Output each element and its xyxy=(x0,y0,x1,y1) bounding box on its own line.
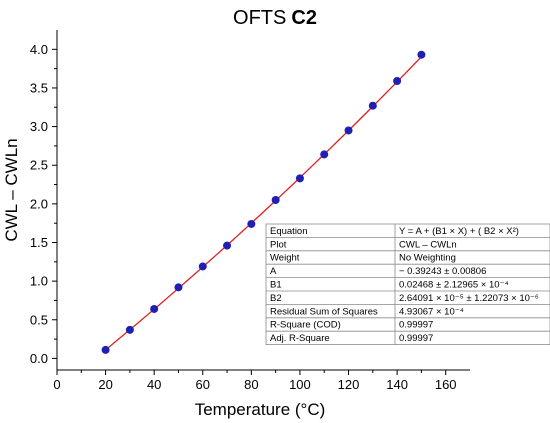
fit-table-value: − 0.39243 ± 0.00806 xyxy=(399,266,486,277)
data-point xyxy=(174,283,183,292)
data-point xyxy=(295,174,304,183)
fit-line-group xyxy=(105,56,422,351)
fit-table-label: Plot xyxy=(270,239,287,250)
y-tick-label: 0.0 xyxy=(30,351,48,366)
y-axis-label: CWL – CWLn xyxy=(2,138,21,241)
data-point xyxy=(150,304,159,313)
fit-curve xyxy=(105,56,422,351)
data-point xyxy=(223,241,232,250)
data-point xyxy=(320,150,329,159)
fit-table-label: B1 xyxy=(270,280,282,291)
data-points xyxy=(101,50,426,354)
fit-table-label: R-Square (COD) xyxy=(270,320,341,331)
y-tick-label: 1.5 xyxy=(30,235,48,250)
fit-table-value: 0.02468 ± 2.12965 × 10⁻⁴ xyxy=(399,280,509,291)
x-tick-label: 40 xyxy=(147,377,161,392)
fit-table-value: 4.93067 × 10⁻⁴ xyxy=(399,306,464,317)
fit-table-value: CWL – CWLn xyxy=(399,239,457,250)
x-tick-label: 0 xyxy=(53,377,60,392)
data-point xyxy=(368,101,377,110)
y-tick-label: 2.5 xyxy=(30,158,48,173)
fit-table-label: Equation xyxy=(270,226,308,237)
x-axis-label: Temperature (°C) xyxy=(195,400,326,419)
fit-table-label: Residual Sum of Squares xyxy=(270,306,378,317)
y-tick-label: 4.0 xyxy=(30,42,48,57)
x-tick-label: 20 xyxy=(98,377,112,392)
data-point xyxy=(344,126,353,135)
y-tick-label: 1.0 xyxy=(30,274,48,289)
x-tick-label: 80 xyxy=(244,377,258,392)
fit-table-label: Adj. R-Square xyxy=(270,333,330,344)
data-point xyxy=(417,50,426,59)
fit-table-value: No Weighting xyxy=(399,253,456,264)
x-tick-label: 100 xyxy=(289,377,311,392)
fit-table-value: 2.64091 × 10⁻⁵ ± 1.22073 × 10⁻⁶ xyxy=(399,293,539,304)
x-tick-label: 120 xyxy=(338,377,360,392)
y-tick-label: 2.0 xyxy=(30,196,48,211)
data-point xyxy=(247,219,256,228)
x-tick-label: 160 xyxy=(435,377,457,392)
fit-table-value: 0.99997 xyxy=(399,333,433,344)
x-ticks: 0 20 40 60 80 100 120 140 160 xyxy=(53,370,457,392)
chart-title-bold: C2 xyxy=(291,7,317,29)
data-point xyxy=(198,262,207,271)
fit-table: Equation Y = A + (B1 × X) + ( B2 × X²) Plo… xyxy=(265,223,550,345)
y-ticks: 0.0 0.5 1.0 1.5 2.0 2.5 3.0 3.5 4.0 xyxy=(30,42,57,366)
data-point xyxy=(393,77,402,85)
data-point xyxy=(125,325,134,334)
y-tick-label: 3.5 xyxy=(30,80,48,95)
chart-title-prefix: OFTS xyxy=(233,7,286,29)
y-tick-label: 0.5 xyxy=(30,312,48,327)
fit-table-value: 0.99997 xyxy=(399,320,433,331)
fit-table-label: B2 xyxy=(270,293,282,304)
chart-title: OFTS C2 xyxy=(233,7,317,29)
x-tick-label: 140 xyxy=(386,377,408,392)
x-tick-label: 60 xyxy=(196,377,210,392)
fit-table-label: Weight xyxy=(270,253,300,264)
fit-table-border xyxy=(265,223,550,345)
y-tick-label: 3.0 xyxy=(30,119,48,134)
data-point xyxy=(101,345,110,354)
data-point xyxy=(271,196,280,204)
fit-table-label: A xyxy=(270,266,277,277)
axes xyxy=(56,30,470,371)
fit-table-value: Y = A + (B1 × X) + ( B2 × X²) xyxy=(399,226,519,237)
